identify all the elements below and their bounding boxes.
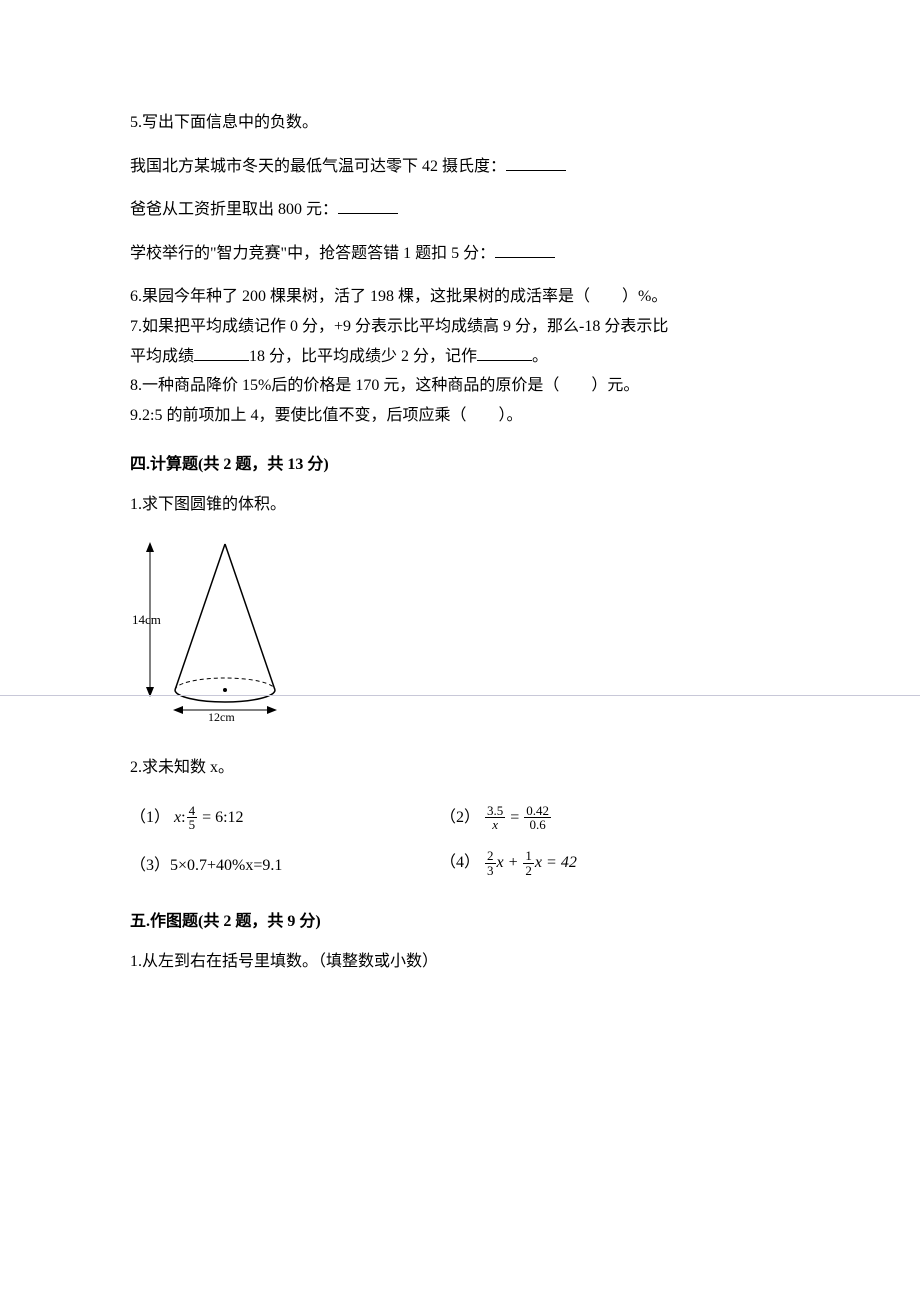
section5-header: 五.作图题(共 2 题，共 9 分) (130, 907, 790, 931)
cone-figure: 14cm 12cm (130, 532, 790, 727)
q6: 6.果园今年种了 200 棵果树，活了 198 棵，这批果树的成活率是（ ）%。 (130, 284, 790, 310)
q7-blank2 (477, 345, 532, 361)
eq1-den: 5 (187, 817, 198, 832)
q5-line3: 学校举行的"智力竞赛"中，抢答题答错 1 题扣 5 分： (130, 241, 790, 267)
horizontal-rule (0, 695, 920, 696)
eq4-b-den: 2 (523, 863, 534, 878)
s5-q1: 1.从左到右在括号里填数。（填整数或小数） (130, 949, 790, 975)
eq2-label: （2） (440, 809, 480, 826)
q7b-post: 。 (532, 348, 548, 365)
q5-line3-text: 学校举行的"智力竞赛"中，抢答题答错 1 题扣 5 分： (130, 245, 495, 262)
q7a: 7.如果把平均成绩记作 0 分，+9 分表示比平均成绩高 9 分，那么-18 分… (130, 314, 790, 340)
eq1-num: 4 (187, 804, 198, 818)
q7b-pre: 平均成绩 (130, 348, 194, 365)
eq1-rhs: = 6:12 (202, 809, 243, 826)
eq1-colon: : (181, 809, 185, 826)
q8: 8.一种商品降价 15%后的价格是 170 元，这种商品的原价是（ ）元。 (130, 373, 790, 399)
eq4-fracA: 23 (485, 849, 496, 877)
q7b-mid: 18 分，比平均成绩少 2 分，记作 (249, 348, 477, 365)
eq-row-1: （1） x:45 = 6:12 （2） 3.5x = 0.420.6 (130, 803, 790, 832)
eq2-rfrac: 0.420.6 (524, 804, 551, 832)
eq2-rden: 0.6 (524, 817, 551, 832)
eq4-b-num: 1 (523, 849, 534, 863)
eq4-label: （4） (440, 854, 480, 871)
q7b: 平均成绩 18 分，比平均成绩少 2 分，记作 。 (130, 344, 790, 370)
eq2-eq: = (510, 809, 519, 826)
eq2-lnum: 3.5 (485, 804, 505, 818)
eq4-mid: x + (497, 854, 519, 871)
cone-height-label: 14cm (132, 612, 161, 627)
eq1: （1） x:45 = 6:12 (130, 803, 440, 832)
cone-width-label: 12cm (208, 710, 235, 722)
cone-svg: 14cm 12cm (130, 532, 300, 722)
eq4-a-den: 3 (485, 863, 496, 878)
eq4-fracB: 12 (523, 849, 534, 877)
eq4-rhs: x = 42 (535, 854, 577, 871)
q5-blank1 (506, 155, 566, 171)
eq-row-2: （3）5×0.7+40%x=9.1 （4） 23x + 12x = 42 (130, 848, 790, 877)
q7-blank1 (194, 345, 249, 361)
equations-table: （1） x:45 = 6:12 （2） 3.5x = 0.420.6 （3）5×… (130, 803, 790, 878)
q5-line1-text: 我国北方某城市冬天的最低气温可达零下 42 摄氏度： (130, 158, 506, 175)
eq4-a-num: 2 (485, 849, 496, 863)
q5-line2-text: 爸爸从工资折里取出 800 元： (130, 201, 338, 218)
eq1-label: （1） (130, 809, 170, 826)
eq4: （4） 23x + 12x = 42 (440, 848, 577, 877)
q5-blank3 (495, 242, 555, 258)
eq2-lden: x (485, 817, 505, 832)
eq1-frac: 45 (187, 804, 198, 832)
q5-line1: 我国北方某城市冬天的最低气温可达零下 42 摄氏度： (130, 154, 790, 180)
eq2: （2） 3.5x = 0.420.6 (440, 803, 552, 832)
s4-q1: 1.求下图圆锥的体积。 (130, 492, 790, 518)
q5-title: 5.写出下面信息中的负数。 (130, 110, 790, 136)
q5-blank2 (338, 198, 398, 214)
eq2-rnum: 0.42 (524, 804, 551, 818)
s4-q2: 2.求未知数 x。 (130, 755, 790, 781)
q5-line2: 爸爸从工资折里取出 800 元： (130, 197, 790, 223)
eq2-lfrac: 3.5x (485, 804, 505, 832)
eq3: （3）5×0.7+40%x=9.1 (130, 851, 440, 875)
q9: 9.2:5 的前项加上 4，要使比值不变，后项应乘（ ）。 (130, 403, 790, 429)
section4-header: 四.计算题(共 2 题，共 13 分) (130, 450, 790, 474)
